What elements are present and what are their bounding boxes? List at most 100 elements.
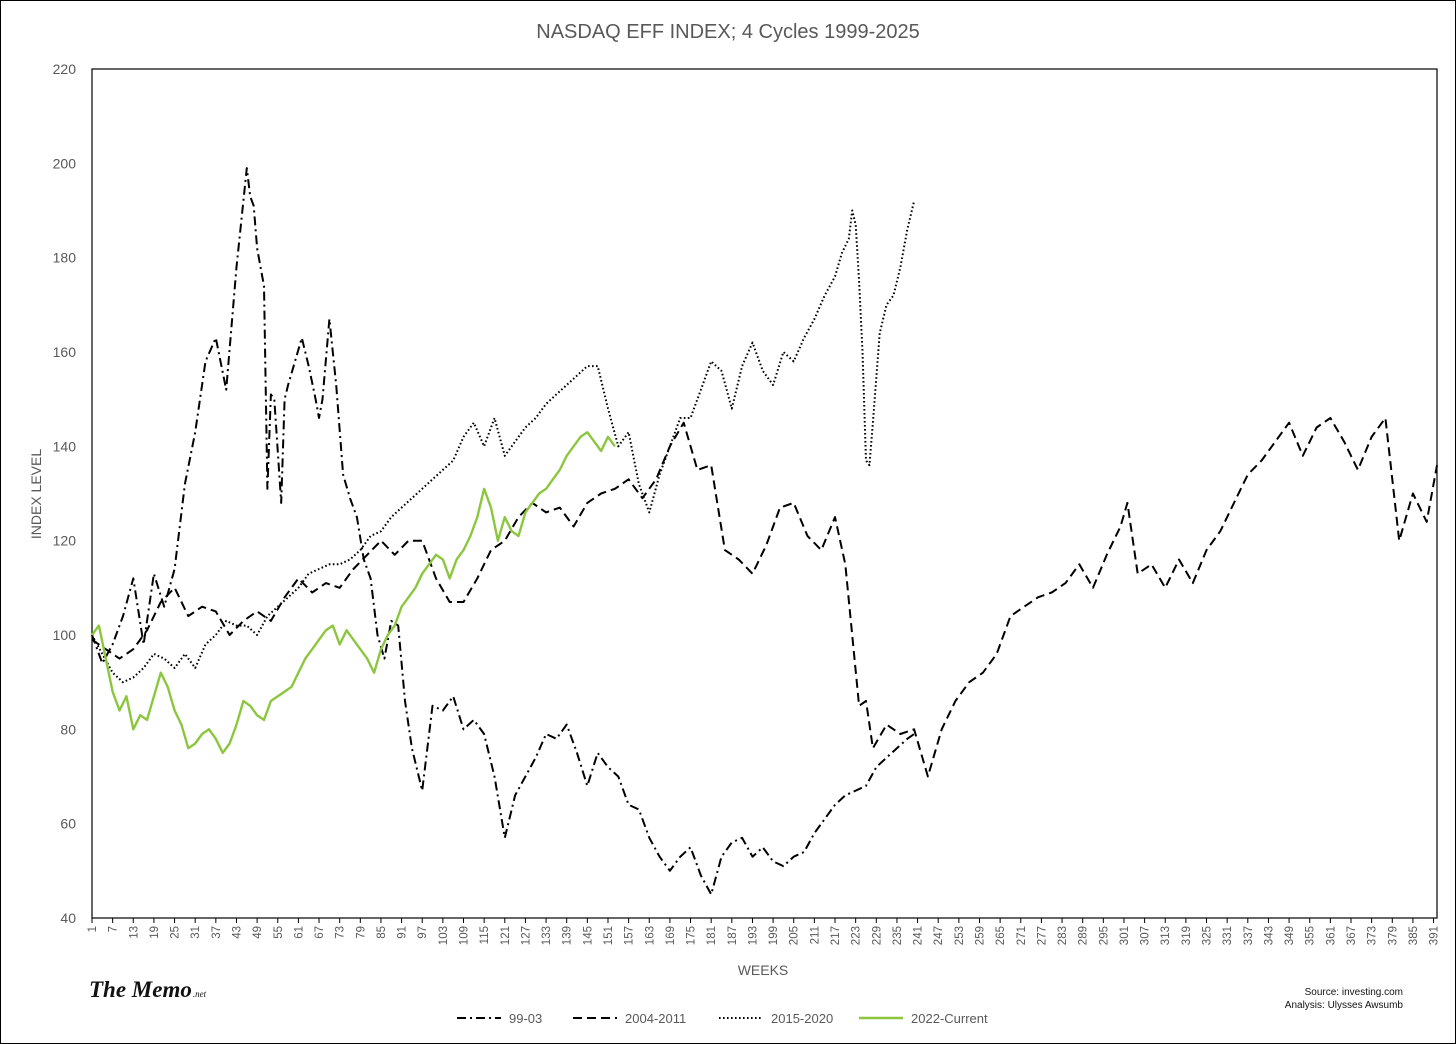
x-tick-label: 319: [1181, 926, 1193, 945]
legend-label: 99-03: [509, 1011, 542, 1026]
x-tick-label: 19: [149, 926, 161, 939]
x-tick-label: 277: [1036, 926, 1048, 945]
x-tick-label: 289: [1078, 926, 1090, 945]
source-note: Source: investing.com Analysis: Ulysses …: [1285, 986, 1403, 1012]
x-tick-label: 13: [128, 926, 140, 939]
x-tick-label: 271: [1016, 926, 1028, 945]
x-tick-label: 145: [582, 926, 594, 945]
y-tick-label: 200: [53, 155, 77, 171]
legend-label: 2015-2020: [771, 1011, 833, 1026]
x-tick-label: 73: [335, 926, 347, 939]
y-tick-label: 180: [53, 250, 77, 266]
x-tick-label: 1: [87, 926, 99, 932]
y-tick-label: 220: [53, 61, 77, 77]
y-tick-label: 120: [53, 533, 77, 549]
x-tick-label: 67: [314, 926, 326, 939]
x-tick-label: 175: [686, 926, 698, 945]
x-tick-label: 157: [624, 926, 636, 945]
x-tick-label: 199: [768, 926, 780, 945]
x-tick-label: 7: [108, 926, 120, 932]
x-tick-label: 391: [1429, 926, 1441, 945]
series-line-2015-2020: [91, 200, 916, 684]
analysis-line: Analysis: Ulysses Awsumb: [1284, 1000, 1403, 1011]
x-tick-label: 211: [809, 926, 821, 944]
x-tick-label: 25: [170, 926, 182, 939]
x-tick-label: 61: [293, 926, 305, 939]
series-lines: [91, 167, 1438, 896]
x-tick-label: 313: [1160, 926, 1172, 945]
legend: 99-03 2004-2011 2015-2020 2022-Current: [457, 1011, 988, 1026]
x-tick-label: 79: [355, 926, 367, 939]
series-line-2004-2011: [91, 417, 1438, 778]
x-tick-label: 235: [892, 926, 904, 945]
x-tick-label: 193: [747, 926, 759, 945]
x-tick-label: 241: [913, 926, 925, 945]
x-tick-label: 31: [190, 926, 202, 939]
x-axis-label: WEEKS: [738, 962, 789, 978]
x-tick-label: 163: [644, 926, 656, 945]
x-tick-label: 325: [1202, 926, 1214, 945]
y-tick-label: 140: [53, 438, 77, 454]
x-tick-label: 205: [789, 926, 801, 945]
y-tick-label: 160: [53, 344, 77, 360]
x-tick-label: 259: [974, 926, 986, 945]
x-axis-ticks: 1 7 13 19 25 31 37 43 49 55 61 67 73 79 85 91 97 103 109 11…: [87, 918, 1441, 945]
x-tick-label: 337: [1243, 926, 1255, 945]
x-tick-label: 127: [520, 926, 532, 945]
y-axis-label: INDEX LEVEL: [28, 449, 44, 539]
x-tick-label: 169: [665, 926, 677, 945]
x-tick-label: 361: [1325, 926, 1337, 945]
x-tick-label: 181: [706, 926, 718, 945]
x-tick-label: 253: [954, 926, 966, 945]
plot-area: [91, 68, 1438, 919]
brand-suffix: .net: [192, 989, 207, 999]
y-tick-label: 80: [60, 721, 76, 737]
x-tick-label: 295: [1098, 926, 1110, 945]
x-tick-label: 133: [541, 926, 553, 945]
y-axis-ticks: 40 60 80 100 120 140 160 180 200 220: [53, 61, 77, 926]
x-tick-label: 373: [1367, 926, 1379, 945]
y-tick-label: 40: [60, 910, 76, 926]
x-tick-label: 121: [500, 926, 512, 945]
x-tick-label: 349: [1284, 926, 1296, 945]
series-line-2022-Current: [91, 431, 616, 755]
x-tick-label: 247: [933, 926, 945, 945]
series-line-99-03: [91, 167, 915, 896]
x-tick-label: 331: [1222, 926, 1234, 945]
x-tick-label: 355: [1305, 926, 1317, 945]
x-tick-label: 307: [1140, 926, 1152, 945]
x-tick-label: 139: [562, 926, 574, 945]
x-tick-label: 91: [397, 926, 409, 939]
x-tick-label: 367: [1346, 926, 1358, 945]
x-tick-label: 217: [830, 926, 842, 945]
x-tick-label: 283: [1057, 926, 1069, 945]
legend-label: 2004-2011: [625, 1011, 686, 1026]
x-tick-label: 109: [459, 926, 471, 945]
x-tick-label: 223: [851, 926, 863, 945]
x-tick-label: 97: [417, 926, 429, 939]
x-tick-label: 85: [376, 926, 388, 939]
brand-logo: The Memo.net: [89, 977, 206, 1003]
x-tick-label: 115: [479, 926, 491, 944]
x-tick-label: 55: [273, 926, 285, 939]
x-tick-label: 265: [995, 926, 1007, 945]
y-tick-label: 60: [60, 816, 76, 832]
x-tick-label: 229: [871, 926, 883, 945]
source-line: Source: investing.com: [1304, 987, 1403, 998]
x-tick-label: 49: [252, 926, 264, 939]
chart-title: NASDAQ EFF INDEX; 4 Cycles 1999-2025: [536, 21, 919, 43]
x-tick-label: 187: [727, 926, 739, 945]
x-tick-label: 343: [1263, 926, 1275, 945]
legend-label: 2022-Current: [911, 1011, 988, 1026]
brand-name: The Memo: [89, 977, 192, 1002]
x-tick-label: 103: [438, 926, 450, 945]
y-tick-label: 100: [53, 627, 77, 643]
x-tick-label: 379: [1387, 926, 1399, 945]
x-tick-label: 43: [231, 926, 243, 939]
x-tick-label: 151: [603, 926, 615, 945]
x-tick-label: 385: [1408, 926, 1420, 945]
x-tick-label: 301: [1119, 926, 1131, 945]
x-tick-label: 37: [211, 926, 223, 939]
